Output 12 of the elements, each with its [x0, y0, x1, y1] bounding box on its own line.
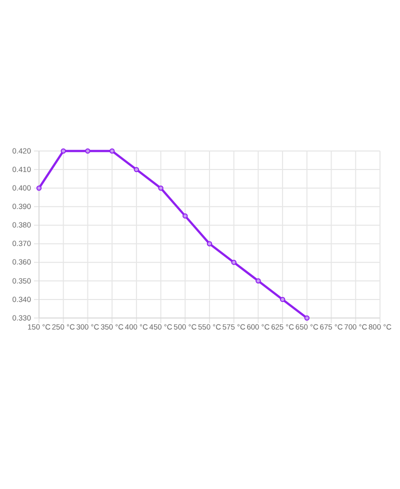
- point: [109, 148, 115, 154]
- point: [182, 213, 188, 219]
- point: [36, 186, 42, 191]
- point: [60, 148, 66, 154]
- point: [304, 315, 310, 321]
- point: [85, 148, 90, 154]
- point: [206, 241, 212, 246]
- point: [256, 278, 261, 284]
- point: [158, 186, 164, 191]
- point: [231, 260, 236, 265]
- point: [280, 296, 286, 302]
- point: [134, 166, 140, 172]
